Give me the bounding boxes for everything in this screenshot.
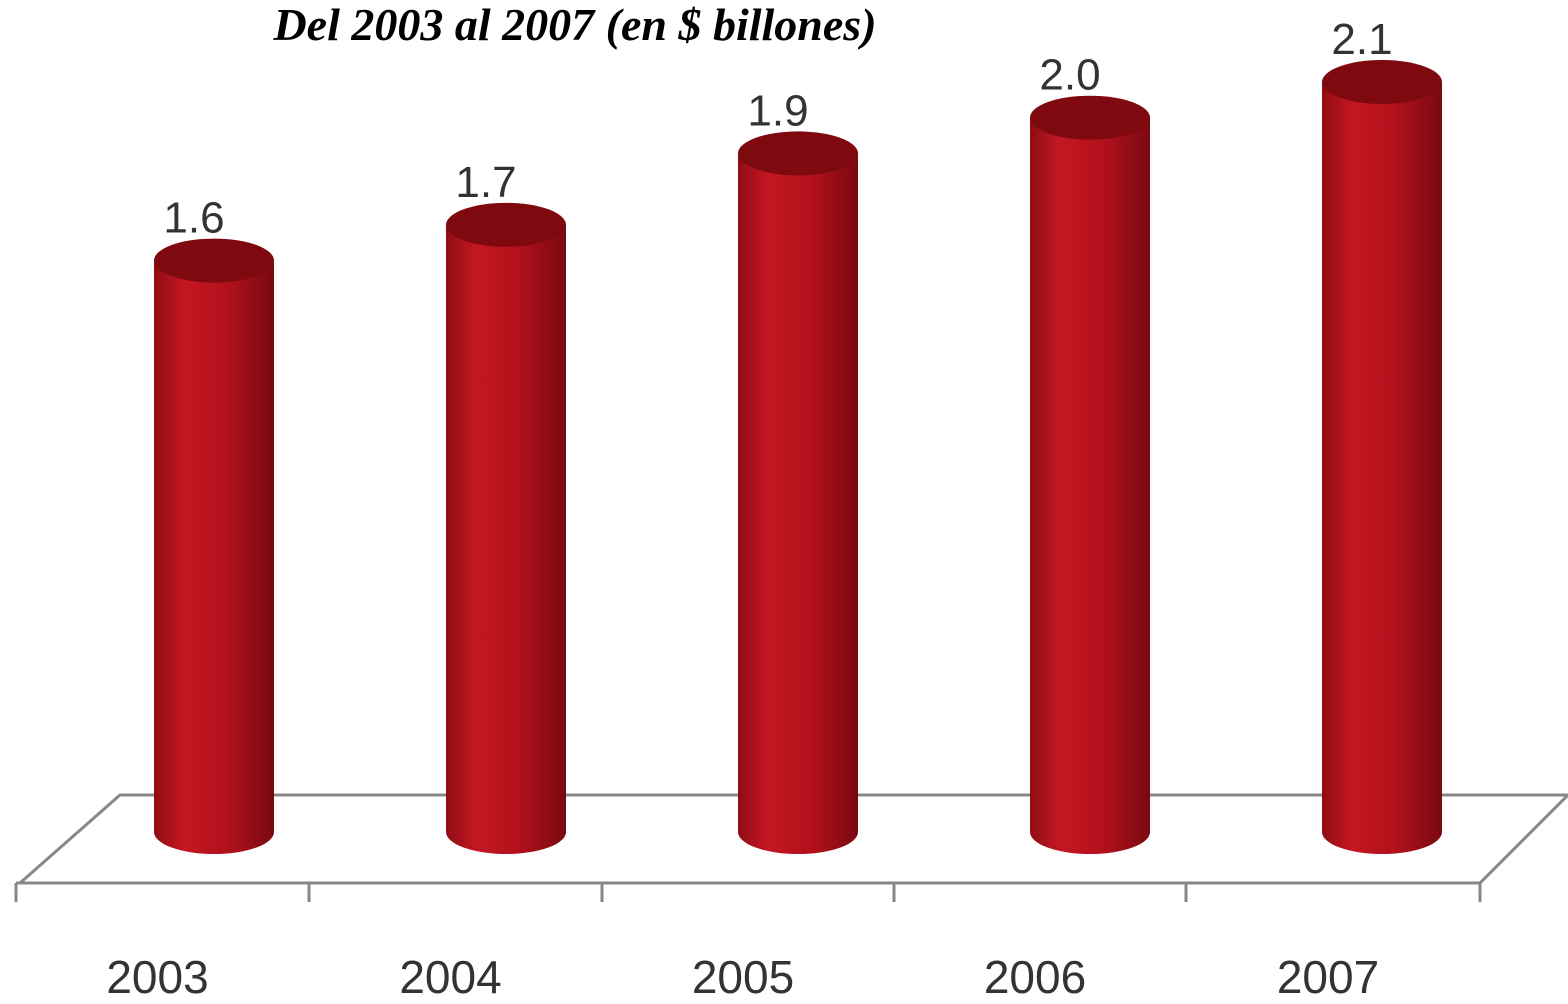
bar-top <box>1322 60 1442 104</box>
bar-body <box>738 153 858 854</box>
bar-2003 <box>154 238 274 855</box>
bar-2007 <box>1322 60 1442 854</box>
bar-body <box>154 260 274 855</box>
bar-top <box>738 131 858 176</box>
bar-2006 <box>1030 95 1150 854</box>
category-label: 2003 <box>106 951 208 1003</box>
category-label: 2004 <box>399 951 501 1003</box>
bar-body <box>1322 82 1442 854</box>
bar-2005 <box>738 131 858 854</box>
bar-top <box>446 202 566 247</box>
bar-top <box>154 238 274 283</box>
value-label: 2.0 <box>1039 51 1100 100</box>
chart-title: Del 2003 al 2007 (en $ billones) <box>273 0 877 50</box>
category-label: 2005 <box>692 951 794 1003</box>
x-axis-ticks <box>14 883 1482 902</box>
value-label: 2.1 <box>1331 15 1392 64</box>
value-label: 1.9 <box>747 86 808 135</box>
bars-group <box>154 60 1442 855</box>
bar-body <box>446 224 566 854</box>
bar-2004 <box>446 202 566 854</box>
category-label: 2007 <box>1277 951 1379 1003</box>
bar-body <box>1030 117 1150 854</box>
labels-group: 1.6 2003 1.7 2004 1.9 2005 2.0 2006 2.1 2007 <box>106 15 1392 1003</box>
bar-top <box>1030 95 1150 140</box>
category-label: 2006 <box>984 951 1086 1003</box>
value-label: 1.7 <box>455 158 516 207</box>
value-label: 1.6 <box>163 194 224 243</box>
